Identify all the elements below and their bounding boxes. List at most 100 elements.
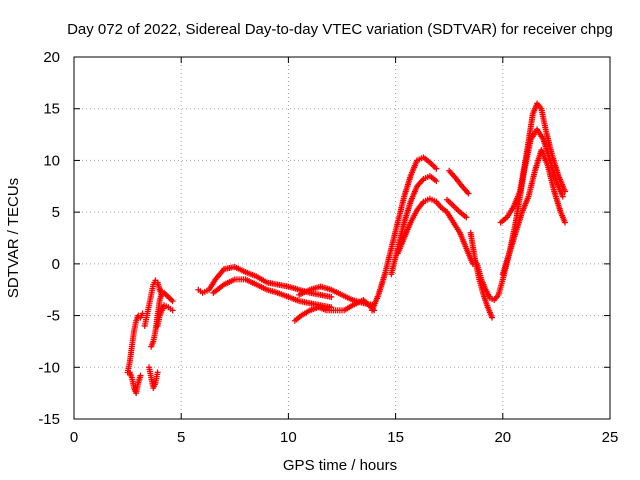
data-point <box>381 272 388 279</box>
data-point <box>251 272 258 279</box>
series-arc-L <box>444 196 470 221</box>
data-point <box>326 293 333 300</box>
data-point <box>283 293 290 300</box>
data-point <box>143 314 150 321</box>
data-point <box>296 313 303 320</box>
data-series <box>124 100 568 397</box>
data-point <box>203 287 210 294</box>
data-point <box>561 186 568 193</box>
data-point <box>502 215 509 222</box>
data-point <box>512 231 519 238</box>
x-tick-label: 5 <box>177 429 185 446</box>
data-point <box>400 236 407 243</box>
data-point <box>431 176 438 183</box>
data-point <box>431 164 438 171</box>
data-point <box>555 171 562 178</box>
y-tick-label: -15 <box>38 411 60 428</box>
data-point <box>400 221 407 228</box>
data-point <box>471 253 478 260</box>
series-arc-B5 <box>156 286 176 305</box>
data-point <box>128 372 135 379</box>
y-tick-label: 5 <box>52 204 60 221</box>
data-point <box>126 361 133 368</box>
data-point <box>337 291 344 298</box>
data-point <box>561 217 568 224</box>
series-arc-B2 <box>146 364 161 391</box>
data-point <box>481 284 488 291</box>
data-point <box>305 287 312 294</box>
data-point <box>394 221 401 228</box>
data-point <box>529 112 536 119</box>
data-point <box>462 243 469 250</box>
data-point <box>219 282 226 289</box>
data-point <box>542 124 549 131</box>
data-point <box>419 177 426 184</box>
data-point <box>165 293 172 300</box>
data-point <box>305 308 312 315</box>
data-point <box>484 302 491 309</box>
data-point <box>348 303 355 310</box>
grid <box>74 57 610 419</box>
data-point <box>407 174 414 181</box>
data-point <box>315 291 322 298</box>
data-point <box>455 228 462 235</box>
data-point <box>283 283 290 290</box>
data-point <box>451 173 458 180</box>
plot-frame <box>73 56 611 420</box>
y-tick-label: 10 <box>43 152 60 169</box>
data-point <box>151 381 158 388</box>
data-point <box>387 247 394 254</box>
data-point <box>163 303 170 310</box>
data-point <box>156 314 163 321</box>
series-arc-I <box>394 195 440 257</box>
series-arc-P <box>499 147 568 278</box>
data-point <box>488 312 495 319</box>
data-point <box>167 305 174 312</box>
series-arc-K <box>446 167 472 197</box>
data-point <box>130 330 137 337</box>
y-tick-label: 15 <box>43 101 60 118</box>
data-point <box>240 276 247 283</box>
data-point <box>130 382 137 389</box>
data-point <box>499 278 506 285</box>
series-arc-O <box>497 100 568 226</box>
data-point <box>413 208 420 215</box>
data-point <box>413 159 420 166</box>
data-point <box>326 286 333 293</box>
data-point <box>134 381 141 388</box>
data-point <box>262 278 269 285</box>
data-point <box>509 205 516 212</box>
data-point <box>132 319 139 326</box>
series-arc-B4 <box>154 302 176 329</box>
data-point <box>436 202 443 209</box>
data-point <box>147 293 154 300</box>
data-point <box>477 274 484 281</box>
data-point <box>494 293 501 300</box>
data-point <box>230 277 237 284</box>
data-point <box>536 103 543 110</box>
data-point <box>531 169 538 176</box>
data-point <box>163 292 170 299</box>
data-point <box>251 280 258 287</box>
data-point <box>539 135 546 142</box>
data-point <box>544 160 551 167</box>
data-point <box>145 304 152 311</box>
data-point <box>516 190 523 197</box>
data-point <box>486 293 493 300</box>
series-arc-A1 <box>124 310 146 376</box>
series-arc-A2 <box>126 369 144 397</box>
series-arc-B1 <box>141 277 165 329</box>
chart-title: Day 072 of 2022, Sidereal Day-to-day VTE… <box>67 21 613 38</box>
y-tick-label: -10 <box>38 359 60 376</box>
data-point <box>149 283 156 290</box>
data-point <box>524 195 531 202</box>
data-point <box>152 330 159 337</box>
series-arc-F <box>296 283 378 309</box>
data-point <box>154 371 161 378</box>
x-tick-label: 10 <box>280 429 297 446</box>
data-point <box>219 267 226 274</box>
data-point <box>262 285 269 292</box>
data-point <box>407 200 414 207</box>
data-point <box>559 191 566 198</box>
